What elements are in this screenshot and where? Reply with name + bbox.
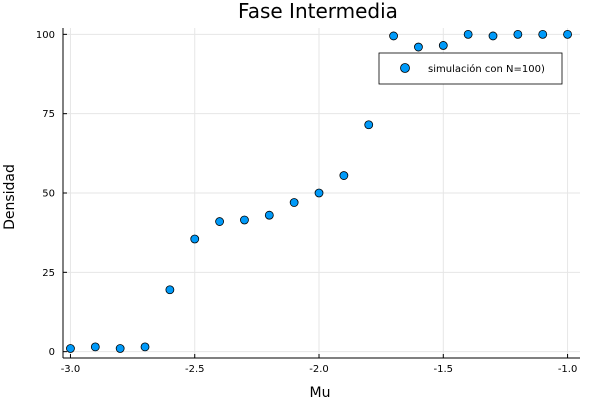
data-point: [389, 31, 398, 41]
data-point: [240, 215, 249, 225]
data-point: [165, 285, 175, 295]
data-point: [563, 29, 572, 39]
data-point: [414, 42, 423, 52]
data-point: [364, 120, 374, 130]
y-axis-label: Densidad: [2, 164, 18, 230]
x-tick-label: -2.5: [185, 364, 205, 375]
data-point: [339, 171, 349, 180]
data-point: [488, 31, 498, 41]
data-point: [215, 217, 224, 226]
data-point: [438, 41, 448, 50]
x-tick-label: -1.0: [558, 364, 578, 375]
data-point: [513, 29, 523, 39]
data-point: [190, 234, 200, 244]
y-tick-label: 25: [42, 268, 55, 279]
y-tick-label: 100: [36, 30, 55, 41]
y-tick-label: 75: [42, 109, 55, 120]
data-point: [115, 344, 125, 353]
y-tick-label: 0: [49, 347, 55, 358]
x-tick-label: -2.0: [309, 364, 329, 375]
x-tick-label: -1.5: [434, 364, 454, 375]
data-point: [538, 29, 548, 39]
axes: -3.0 -2.5 -2.0 -1.5 -1.0 0 25 50 75 100: [36, 28, 580, 375]
legend-label: simulación con N=100): [428, 63, 545, 75]
data-point: [66, 344, 75, 353]
legend: simulación con N=100): [378, 52, 563, 85]
x-tick-label: -3.0: [61, 364, 81, 375]
chart-title: Fase Intermedia: [238, 0, 398, 23]
data-point: [264, 210, 274, 220]
y-tick-label: 50: [42, 189, 55, 200]
data-point: [314, 188, 324, 198]
data-points: [66, 29, 572, 353]
data-point: [463, 29, 473, 39]
data-point: [90, 342, 100, 352]
x-axis-label: Mu: [310, 385, 331, 400]
data-point: [140, 342, 150, 352]
data-point: [289, 198, 299, 207]
legend-marker: [400, 63, 410, 73]
